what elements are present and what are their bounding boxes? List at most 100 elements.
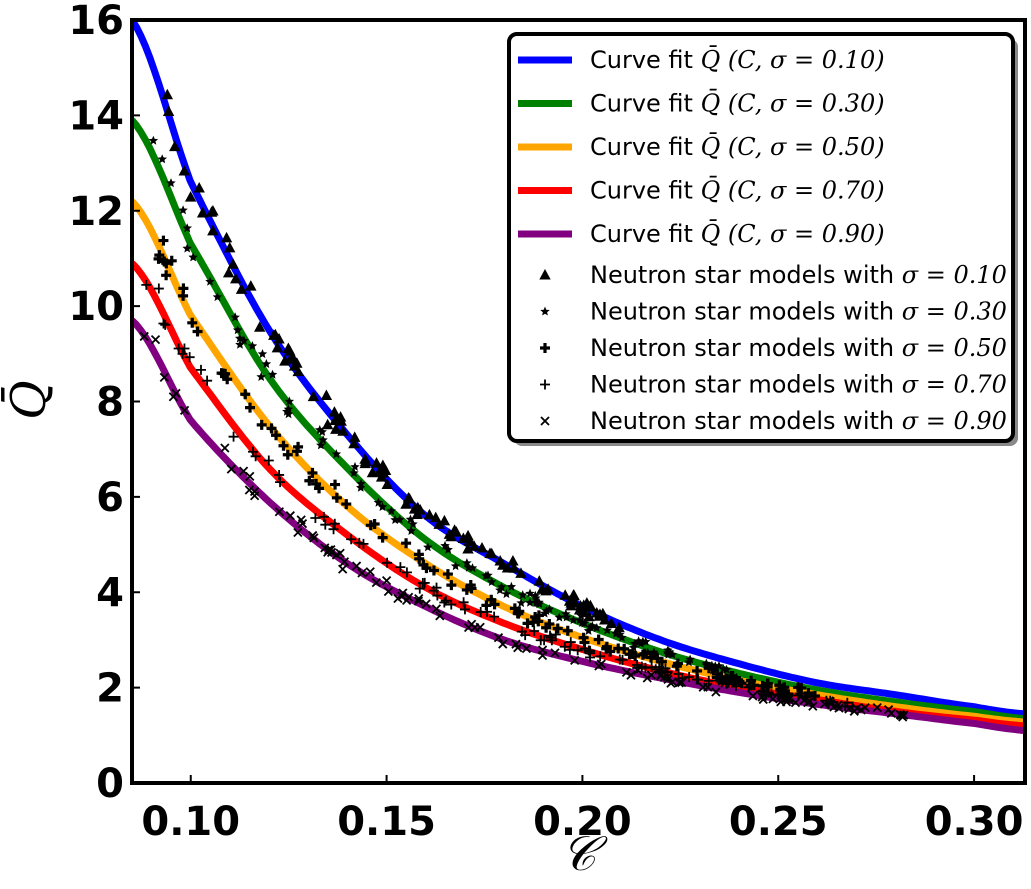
- legend-label: Curve fit Q̄ (C, σ = 0.50): [590, 133, 885, 161]
- data-point: [475, 622, 485, 632]
- data-point: [349, 468, 359, 478]
- data-point: [475, 607, 486, 618]
- data-point: [486, 594, 497, 605]
- data-point: [245, 402, 256, 413]
- data-point: [182, 223, 192, 233]
- data-point: [784, 693, 794, 704]
- data-point: [383, 586, 394, 597]
- data-point: [379, 464, 392, 476]
- data-point: [224, 241, 236, 253]
- data-point: [438, 514, 451, 526]
- data-point: [401, 567, 412, 578]
- data-point: [351, 561, 362, 571]
- data-point: [594, 608, 606, 619]
- y-tick-label: 10: [68, 284, 124, 330]
- data-point: [534, 599, 544, 609]
- data-point: [872, 703, 882, 713]
- data-point: [433, 518, 445, 529]
- data-point: [196, 206, 209, 218]
- data-point: [220, 443, 230, 453]
- data-point: [330, 423, 342, 434]
- data-point: [182, 243, 192, 253]
- data-point: [390, 515, 400, 524]
- data-point: [621, 667, 632, 678]
- legend-label: Curve fit Q̄ (C, σ = 0.70): [590, 176, 885, 204]
- data-point: [762, 678, 773, 689]
- data-point: [462, 542, 474, 554]
- data-point: [572, 645, 583, 656]
- data-point: [188, 252, 198, 262]
- data-point: [544, 604, 555, 614]
- data-point: [274, 507, 284, 517]
- data-point: [476, 542, 488, 553]
- data-point: [310, 513, 321, 524]
- data-point: [370, 457, 383, 468]
- data-point: [178, 164, 190, 176]
- data-point: [630, 650, 641, 661]
- legend-entry-scatter-3: Neutron star models with σ = 0.70: [540, 371, 1007, 399]
- legend-marker-swatch: [540, 343, 550, 353]
- data-point: [824, 696, 834, 706]
- x-tick-label: 0.25: [729, 799, 828, 845]
- legend-label: Neutron star models with σ = 0.30: [590, 298, 1007, 326]
- data-point: [365, 567, 375, 577]
- data-point: [341, 499, 352, 510]
- y-tick-label: 0: [96, 761, 124, 807]
- data-point: [685, 654, 695, 664]
- data-point: [450, 561, 461, 571]
- data-point: [573, 604, 586, 615]
- data-point: [605, 617, 618, 629]
- data-point: [226, 464, 236, 474]
- data-point: [554, 612, 565, 622]
- data-point: [614, 654, 625, 665]
- data-point: [684, 672, 695, 683]
- data-point: [692, 665, 703, 676]
- scatter-layer: [139, 88, 909, 722]
- data-point: [402, 492, 415, 503]
- data-point: [579, 643, 590, 654]
- data-point: [235, 339, 245, 349]
- data-point: [419, 577, 430, 588]
- data-point: [271, 430, 282, 441]
- data-point: [617, 632, 627, 642]
- data-point: [308, 530, 318, 541]
- data-point: [244, 485, 254, 495]
- legend-marker-swatch: [540, 416, 550, 426]
- data-point: [159, 372, 169, 382]
- data-point: [247, 341, 258, 350]
- data-point: [568, 615, 579, 625]
- data-point: [284, 396, 295, 406]
- data-point: [721, 664, 732, 674]
- data-point: [283, 404, 294, 414]
- data-point: [256, 371, 266, 381]
- data-point: [386, 506, 397, 516]
- data-point: [328, 406, 341, 417]
- data-point: [568, 589, 580, 601]
- data-point: [834, 703, 844, 713]
- data-point: [139, 331, 149, 342]
- data-point: [285, 511, 295, 521]
- data-point: [585, 622, 596, 632]
- data-point: [266, 423, 277, 434]
- data-point: [331, 492, 342, 503]
- data-point: [254, 321, 266, 332]
- data-point: [331, 449, 342, 459]
- data-point: [293, 527, 303, 538]
- y-tick-label: 12: [68, 189, 124, 235]
- data-point: [529, 625, 540, 636]
- data-point: [235, 333, 245, 343]
- data-point: [148, 135, 159, 145]
- data-point: [230, 272, 242, 284]
- data-point: [162, 105, 175, 117]
- data-point: [393, 593, 403, 604]
- data-point: [337, 425, 349, 436]
- data-point: [703, 663, 714, 674]
- data-point: [178, 283, 189, 294]
- data-point: [377, 501, 388, 511]
- data-point: [721, 678, 732, 689]
- data-point: [883, 704, 894, 715]
- legend-entry-scatter-0: Neutron star models with σ = 0.10: [539, 261, 1007, 289]
- legend-box: [507, 32, 1015, 443]
- data-point: [439, 597, 450, 608]
- data-point: [446, 580, 457, 591]
